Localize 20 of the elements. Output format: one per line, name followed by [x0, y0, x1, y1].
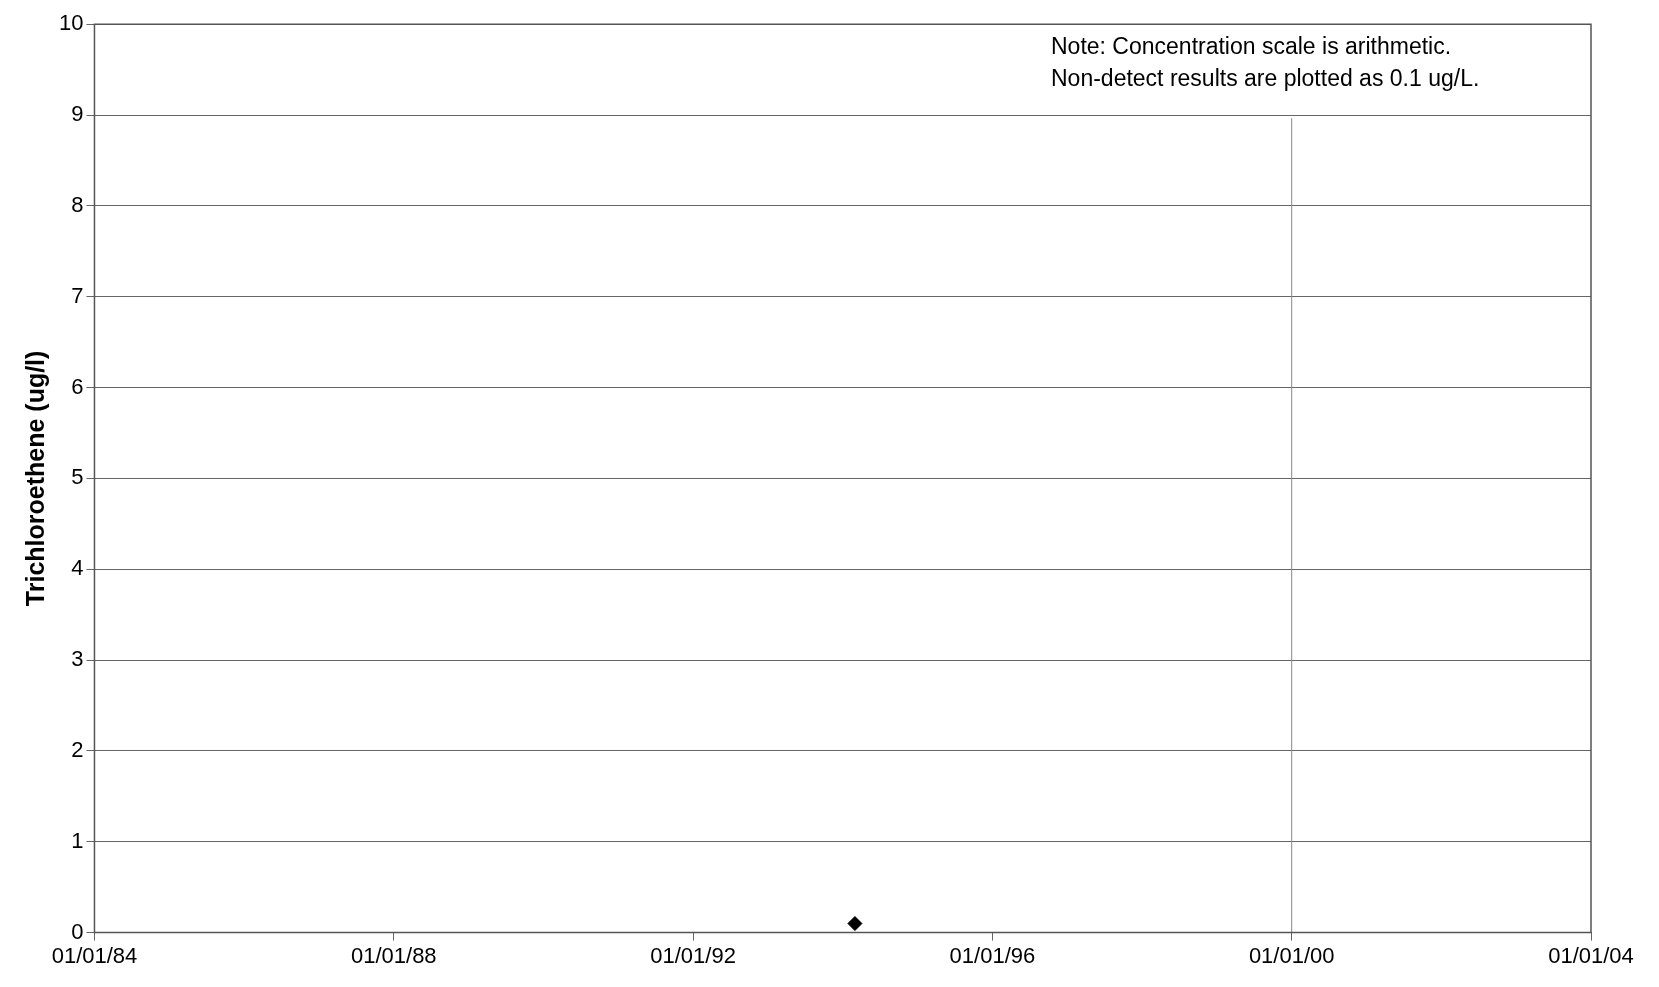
annotation: Note: Concentration scale is arithmetic. [1051, 33, 1452, 60]
y-axis-title: Trichloroethene (ug/l) [20, 350, 49, 607]
y-tick-label: 4 [71, 555, 84, 581]
y-tick-label: 9 [71, 101, 84, 127]
x-tick-label: 01/01/92 [650, 942, 736, 968]
x-tick-label: 01/01/00 [1248, 942, 1335, 968]
x-tick-label: 01/01/88 [350, 942, 437, 968]
x-tick-label: 01/01/84 [51, 942, 138, 968]
annotation: Non-detect results are plotted as 0.1 ug/L. [1051, 65, 1480, 92]
y-tick-label: 2 [71, 736, 84, 762]
y-tick-label: 7 [71, 282, 84, 308]
y-tick-label: 8 [71, 191, 84, 217]
y-tick-label: 5 [71, 464, 84, 490]
y-tick-label: 6 [71, 373, 84, 399]
y-tick-label: 0 [71, 918, 84, 944]
y-tick-label: 1 [71, 827, 84, 853]
x-tick-label: 01/01/04 [1548, 942, 1634, 968]
x-tick-label: 01/01/96 [949, 942, 1036, 968]
y-tick-label: 3 [71, 646, 84, 672]
y-tick-label: 10 [58, 10, 84, 36]
